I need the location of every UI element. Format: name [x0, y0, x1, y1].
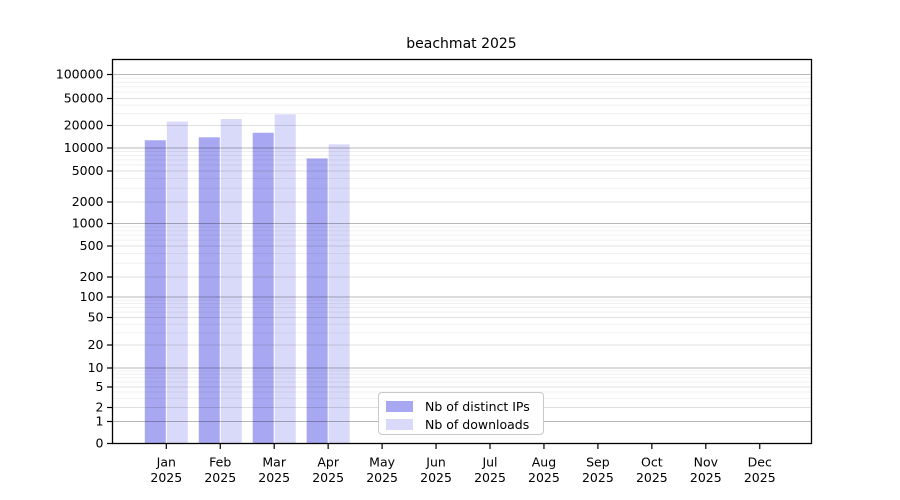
x-tick-label: Nov 2025: [690, 455, 722, 486]
x-tick-label: Oct 2025: [636, 455, 668, 486]
legend-item-downloads: Nb of downloads: [386, 416, 543, 433]
y-tick-label: 5: [96, 379, 104, 394]
y-tick-label: 50: [88, 310, 104, 325]
y-tick-label: 2000: [72, 194, 104, 209]
y-tick-label: 1000: [72, 216, 104, 231]
x-tick-label: Apr 2025: [312, 455, 344, 486]
x-tick-label: Dec 2025: [744, 455, 776, 486]
bar-nb-of-downloads-feb-2025: [220, 119, 242, 444]
x-tick-label: Jun 2025: [420, 455, 452, 486]
x-tick-label: Mar 2025: [258, 455, 290, 486]
y-tick-label: 20000: [64, 118, 104, 133]
x-tick-label: Jan 2025: [150, 455, 182, 486]
y-tick-label: 5000: [72, 163, 104, 178]
y-tick-label: 100: [80, 289, 104, 304]
bar-nb-of-distinct-ips-feb-2025: [198, 137, 220, 444]
x-tick-label: Sep 2025: [582, 455, 614, 486]
y-tick-label: 10000: [64, 140, 104, 155]
y-tick-label: 200: [80, 269, 104, 284]
bar-nb-of-distinct-ips-apr-2025: [306, 158, 328, 444]
y-tick-label: 1: [96, 414, 104, 429]
legend-label-downloads: Nb of downloads: [425, 417, 530, 432]
y-tick-label: 0: [96, 436, 104, 451]
y-tick-label: 500: [80, 238, 104, 253]
plot-frame: [111, 58, 813, 445]
bar-nb-of-downloads-mar-2025: [274, 114, 296, 444]
x-tick-label: Feb 2025: [204, 455, 236, 486]
bar-nb-of-downloads-jan-2025: [166, 121, 188, 444]
x-tick-label: Jul 2025: [474, 455, 506, 486]
legend-swatch-downloads: [386, 419, 413, 430]
bar-nb-of-distinct-ips-mar-2025: [252, 132, 274, 444]
y-tick-label: 2: [96, 400, 104, 415]
chart-title: beachmat 2025: [406, 36, 517, 52]
bar-nb-of-downloads-apr-2025: [328, 144, 350, 444]
x-tick-label: May 2025: [366, 455, 398, 486]
legend: Nb of distinct IPs Nb of downloads: [378, 392, 544, 435]
y-tick-label: 20: [88, 337, 104, 352]
legend-label-distinct-ips: Nb of distinct IPs: [425, 399, 530, 414]
legend-swatch-distinct-ips: [386, 401, 413, 412]
x-tick-label: Aug 2025: [528, 455, 560, 486]
legend-item-distinct-ips: Nb of distinct IPs: [386, 398, 543, 415]
bar-nb-of-distinct-ips-jan-2025: [144, 140, 166, 444]
y-tick-label: 50000: [64, 91, 104, 106]
y-tick-label: 10: [88, 360, 104, 375]
y-tick-label: 100000: [56, 67, 104, 82]
